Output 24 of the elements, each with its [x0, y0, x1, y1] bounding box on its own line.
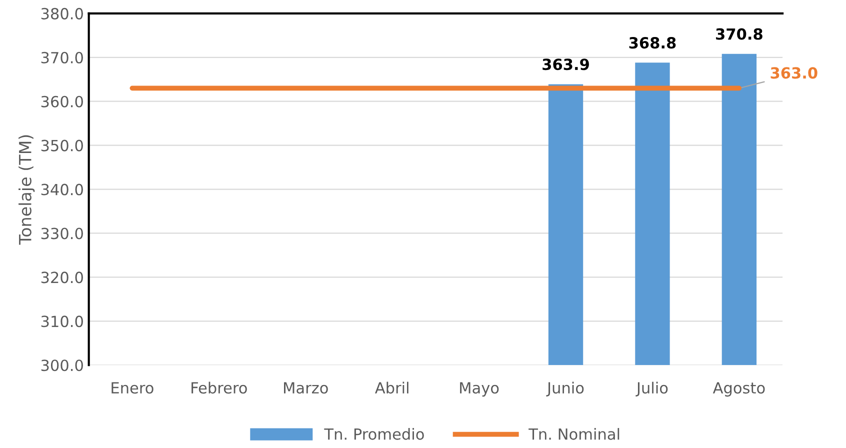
x-tick-label: Abril [374, 382, 408, 394]
x-tick-label: Febrero [192, 382, 247, 394]
x-tick-label: Enero [112, 382, 154, 394]
data-label: 363.0 [770, 67, 818, 79]
x-tick-label: Junio [546, 382, 584, 396]
y-tick-label: 370.0 [41, 52, 83, 64]
legend-label: Tn. Nominal [528, 428, 620, 440]
y-tick-label: 310.0 [41, 316, 83, 328]
data-label: 368.8 [629, 37, 676, 49]
data-label: 370.8 [716, 28, 762, 40]
data-label: 363.9 [542, 58, 589, 70]
x-tick-label: Agosto [712, 382, 765, 397]
x-tick-label: Mayo [460, 382, 499, 397]
x-tick-label: Marzo [284, 382, 328, 394]
y-tick-label: 300.0 [41, 360, 83, 372]
y-axis-title: Tonelaje (TM) [18, 135, 35, 245]
y-tick-label: 350.0 [41, 140, 83, 152]
y-tick-label: 330.0 [41, 228, 83, 240]
y-tick-label: 360.0 [41, 96, 83, 108]
y-tick-label: 320.0 [41, 272, 83, 284]
x-tick-label: Julio [636, 382, 668, 396]
y-tick-label: 340.0 [41, 184, 83, 196]
legend-label: Tn. Promedio [324, 428, 424, 440]
y-tick-label: 380.0 [41, 8, 83, 20]
